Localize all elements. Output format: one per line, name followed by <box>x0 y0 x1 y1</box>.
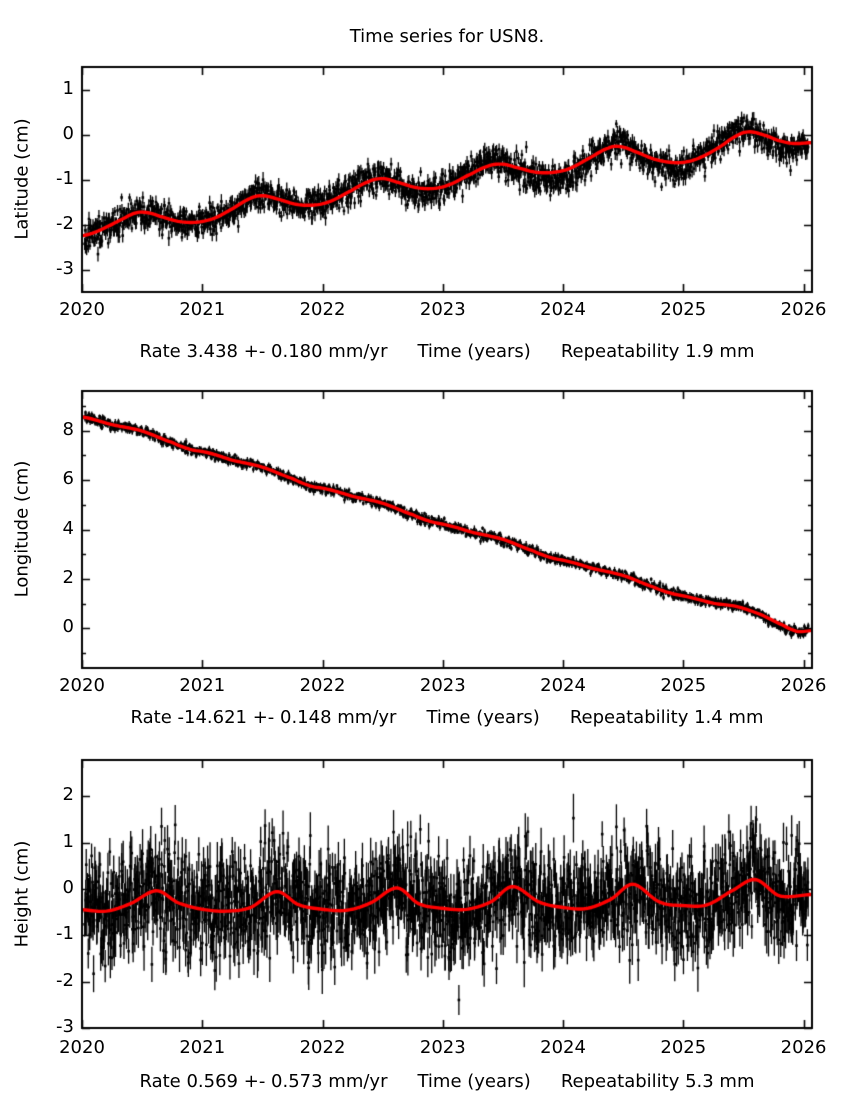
x-tick-label: 2025 <box>660 1037 707 1058</box>
x-tick-label: 2024 <box>540 1037 586 1058</box>
x-tick-label: 2025 <box>660 675 707 696</box>
x-tick-label: 2020 <box>59 299 105 320</box>
x-tick-label: 2022 <box>299 1037 346 1058</box>
x-axis-label: Time (years) <box>417 1071 531 1092</box>
y-tick-label: 0 <box>62 616 74 638</box>
x-tick-label: 2026 <box>780 299 827 320</box>
y-tick-label: 2 <box>62 566 74 588</box>
y-tick-label: 2 <box>62 784 74 806</box>
y-tick-label: 8 <box>62 418 74 440</box>
x-axis-label: Time (years) <box>426 707 540 728</box>
x-tick-label: 2023 <box>419 1037 466 1058</box>
x-tick-label: 2021 <box>179 1037 226 1058</box>
y-tick-label: 4 <box>62 517 74 539</box>
y-tick-label: -2 <box>56 969 74 991</box>
latitude-caption: Rate 3.438 +- 0.180 mm/yr Time (years) R… <box>82 341 812 362</box>
rate-label: Rate 3.438 +- 0.180 mm/yr <box>139 341 388 362</box>
repeatability-label: Repeatability 1.4 mm <box>569 707 764 728</box>
y-tick-label: -3 <box>56 257 74 279</box>
repeatability-label: Repeatability 1.9 mm <box>560 341 755 362</box>
x-tick-label: 2023 <box>419 675 466 696</box>
y-tick-label: -3 <box>56 1016 74 1037</box>
longitude-caption: Rate -14.621 +- 0.148 mm/yr Time (years)… <box>82 707 812 728</box>
x-tick-label: 2026 <box>780 675 827 696</box>
y-tick-label: 6 <box>62 468 74 490</box>
height-caption: Rate 0.569 +- 0.573 mm/yr Time (years) R… <box>82 1071 812 1092</box>
chart-title: Time series for USN8. <box>349 26 545 47</box>
x-tick-label: 2022 <box>299 675 346 696</box>
x-tick-label: 2026 <box>780 1037 827 1058</box>
y-tick-label: 1 <box>62 77 74 99</box>
repeatability-label: Repeatability 5.3 mm <box>560 1071 755 1092</box>
x-tick-label: 2021 <box>179 675 226 696</box>
y-tick-label: -1 <box>56 923 74 945</box>
x-tick-label: 2025 <box>660 299 707 320</box>
x-tick-label: 2024 <box>540 299 586 320</box>
y-tick-label: 1 <box>62 830 74 852</box>
x-tick-label: 2020 <box>59 675 105 696</box>
x-tick-label: 2021 <box>179 299 226 320</box>
y-tick-label: -1 <box>56 167 74 189</box>
rate-label: Rate 0.569 +- 0.573 mm/yr <box>139 1071 388 1092</box>
x-tick-label: 2020 <box>59 1037 105 1058</box>
x-axis-label: Time (years) <box>417 341 531 362</box>
y-tick-label: -2 <box>56 212 74 234</box>
x-tick-label: 2024 <box>540 675 586 696</box>
y-tick-label: 0 <box>62 876 74 898</box>
rate-label: Rate -14.621 +- 0.148 mm/yr <box>130 707 397 728</box>
x-tick-label: 2023 <box>419 299 466 320</box>
y-tick-label: 0 <box>62 122 74 144</box>
x-tick-label: 2022 <box>299 299 346 320</box>
